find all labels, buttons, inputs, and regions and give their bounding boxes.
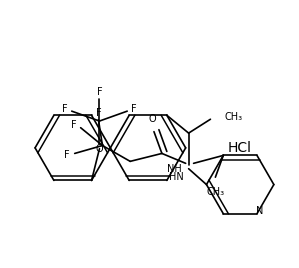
Text: HN: HN bbox=[169, 172, 184, 182]
Text: F: F bbox=[97, 87, 102, 97]
Text: CH₃: CH₃ bbox=[206, 187, 225, 197]
Text: CH₃: CH₃ bbox=[224, 112, 242, 122]
Text: NH: NH bbox=[167, 164, 182, 174]
Text: O: O bbox=[96, 144, 103, 154]
Text: F: F bbox=[131, 104, 137, 114]
Text: F: F bbox=[64, 150, 70, 161]
Text: F: F bbox=[96, 108, 101, 118]
Text: F: F bbox=[71, 120, 77, 130]
Text: F: F bbox=[62, 104, 68, 114]
Text: HCl: HCl bbox=[227, 141, 251, 155]
Text: N: N bbox=[256, 206, 264, 216]
Text: O: O bbox=[148, 114, 156, 124]
